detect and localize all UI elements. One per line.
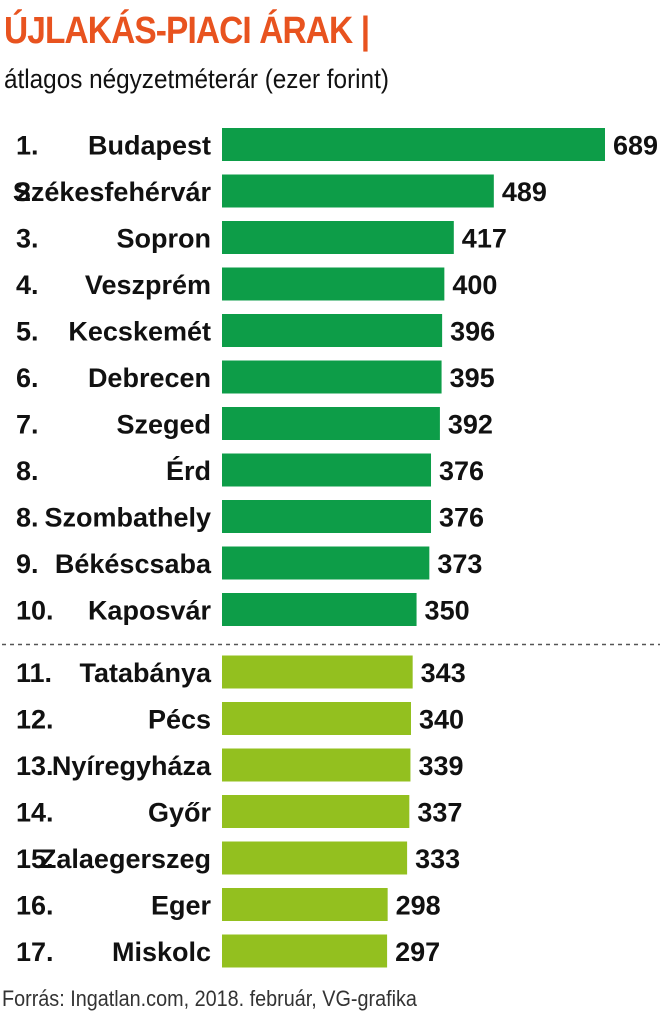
category-label: Sopron <box>117 224 212 254</box>
category-label: Székesfehérvár <box>13 177 212 207</box>
rank-label: 10. <box>16 596 54 626</box>
rank-label: 1. <box>16 131 39 161</box>
bar <box>222 360 442 394</box>
bar-chart: 1. Budapest 689 2.Székesfehérvár 489 3. Sopron… <box>2 128 660 968</box>
category-label: Pécs <box>148 705 211 735</box>
value-label: 392 <box>448 410 493 440</box>
value-label: 376 <box>439 456 484 486</box>
rank-label: 17. <box>16 937 54 967</box>
value-label: 373 <box>437 549 482 579</box>
category-label: Békéscsaba <box>55 549 212 579</box>
category-label: Budapest <box>88 131 211 161</box>
rank-label: 14. <box>16 798 54 828</box>
rank-label: 4. <box>16 270 39 300</box>
value-label: 396 <box>450 317 495 347</box>
value-label: 333 <box>415 844 460 874</box>
category-label: Kaposvár <box>88 596 212 626</box>
bar <box>222 546 430 580</box>
bar <box>222 267 445 301</box>
category-label: Szombathely <box>44 503 211 533</box>
category-label: Miskolc <box>112 937 211 967</box>
rank-label: 2. <box>16 177 39 207</box>
value-label: 339 <box>418 751 463 781</box>
rank-label: 16. <box>16 891 54 921</box>
rank-label: 13. <box>16 751 54 781</box>
rank-label: 6. <box>16 363 39 393</box>
rank-label: 3. <box>16 224 39 254</box>
value-label: 489 <box>502 177 547 207</box>
category-label: Zalaegerszeg <box>40 844 211 874</box>
source-note: Forrás: Ingatlan.com, 2018. február, VG-… <box>2 986 417 1011</box>
value-label: 395 <box>450 363 495 393</box>
category-label: Tatabánya <box>79 658 212 688</box>
category-label: Győr <box>148 798 212 828</box>
bar <box>222 702 411 735</box>
bar <box>222 174 494 208</box>
bar <box>222 128 605 161</box>
value-label: 297 <box>395 937 440 967</box>
bar <box>222 795 410 828</box>
category-label: Érd <box>166 455 211 486</box>
rank-label: 12. <box>16 705 54 735</box>
bar <box>222 841 408 875</box>
category-label: Szeged <box>116 410 211 440</box>
value-label: 689 <box>613 131 658 161</box>
bar <box>222 593 417 626</box>
value-label: 343 <box>421 658 466 688</box>
bar <box>222 453 432 487</box>
bar <box>222 888 388 921</box>
rank-label: 15. <box>16 844 54 874</box>
rank-label: 11. <box>16 658 52 688</box>
value-label: 298 <box>396 891 441 921</box>
title-bar: | <box>360 10 370 52</box>
category-label: Eger <box>151 891 212 921</box>
value-label: 400 <box>452 270 497 300</box>
value-label: 417 <box>462 224 507 254</box>
bar <box>222 655 413 689</box>
bar <box>222 314 443 347</box>
value-label: 350 <box>425 596 470 626</box>
category-label: Debrecen <box>88 363 211 393</box>
category-label: Kecskemét <box>68 317 211 347</box>
value-label: 376 <box>439 503 484 533</box>
bar <box>222 221 454 254</box>
value-label: 340 <box>419 705 464 735</box>
rank-label: 7. <box>16 410 39 440</box>
rank-label: 8. <box>16 503 39 533</box>
bar <box>222 407 440 440</box>
bar <box>222 500 432 533</box>
category-label: Veszprém <box>85 270 211 300</box>
rank-label: 5. <box>16 317 39 347</box>
title-text: ÚJLAKÁS-PIACI ÁRAK <box>4 10 353 52</box>
category-label: Nyíregyháza <box>52 751 212 781</box>
rank-label: 8. <box>16 456 39 486</box>
bar <box>222 934 388 968</box>
value-label: 337 <box>417 798 462 828</box>
rank-label: 9. <box>16 549 39 579</box>
bar <box>222 748 411 782</box>
chart-title: ÚJLAKÁS-PIACI ÁRAK | <box>4 10 370 53</box>
chart-subtitle: átlagos négyzetméterár (ezer forint) <box>4 64 389 94</box>
